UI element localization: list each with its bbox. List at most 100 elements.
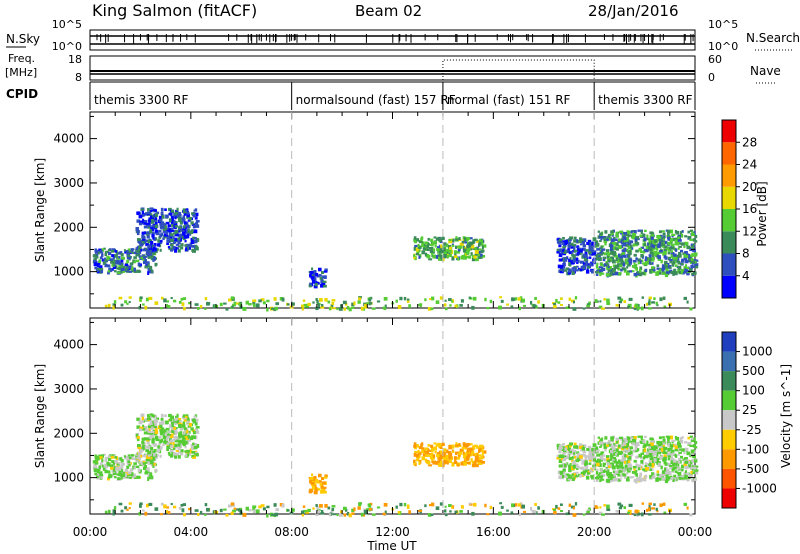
colorbar-tick-label: 8	[742, 247, 750, 261]
power-echo-cell	[575, 253, 580, 257]
velocity-echo-cell	[651, 468, 654, 471]
velocity-echo-cell	[639, 456, 643, 460]
velocity-echo-cell	[559, 447, 563, 450]
power-echo-cell	[556, 248, 560, 253]
velocity-echo-cell	[194, 509, 199, 512]
power-echo-cell	[656, 267, 660, 270]
power-echo-cell	[170, 217, 174, 221]
power-echo-cell	[430, 252, 434, 255]
velocity-echo-cell	[643, 477, 647, 482]
power-echo-cell	[309, 270, 314, 274]
power-echo-cell	[154, 237, 158, 241]
velocity-echo-cell	[651, 438, 655, 442]
velocity-echo-cell	[602, 462, 607, 466]
velocity-echo-cell	[585, 475, 590, 480]
velocity-echo-cell	[141, 446, 145, 451]
velocity-echo-cell	[670, 476, 674, 481]
y-tick-label: 3000	[53, 176, 84, 190]
velocity-echo-cell	[175, 449, 180, 452]
power-echo-cell	[395, 299, 398, 303]
power-echo-cell	[560, 250, 564, 255]
velocity-echo-cell	[562, 471, 566, 475]
colorbar-swatch	[722, 120, 736, 143]
power-echo-cell	[168, 212, 173, 216]
velocity-echo-cell	[582, 450, 587, 454]
power-echo-cell	[101, 248, 105, 252]
velocity-echo-cell	[694, 440, 698, 445]
power-echo-cell	[150, 255, 154, 259]
power-echo-cell	[266, 307, 269, 312]
velocity-echo-cell	[677, 460, 681, 464]
power-echo-cell	[406, 300, 410, 303]
power-echo-cell	[640, 246, 645, 249]
velocity-echo-cell	[99, 462, 103, 466]
power-echo-cell	[364, 303, 368, 308]
colorbar-swatch	[722, 186, 736, 209]
velocity-echo-cell	[632, 465, 637, 469]
velocity-echo-cell	[662, 478, 665, 481]
velocity-echo-cell	[669, 472, 672, 475]
power-echo-cell	[603, 298, 606, 301]
power-echo-cell	[457, 257, 460, 261]
velocity-echo-cell	[432, 454, 436, 458]
velocity-echo-cell	[428, 504, 432, 507]
power-echo-cell	[166, 242, 169, 246]
power-echo-cell	[194, 216, 198, 220]
velocity-echo-cell	[97, 468, 101, 471]
power-echo-cell	[678, 270, 682, 274]
velocity-echo-cell	[562, 458, 566, 462]
velocity-echo-cell	[170, 439, 174, 443]
power-echo-cell	[648, 247, 652, 250]
velocity-echo-cell	[553, 508, 557, 512]
velocity-echo-cell	[147, 414, 150, 418]
velocity-echo-cell	[147, 477, 150, 481]
power-echo-cell	[611, 251, 615, 255]
power-echo-cell	[601, 245, 605, 248]
velocity-echo-cell	[645, 508, 649, 512]
velocity-echo-cell	[687, 441, 692, 445]
power-echo-cell	[667, 242, 671, 246]
velocity-echo-cell	[626, 472, 629, 475]
power-echo-cell	[185, 223, 189, 228]
power-echo-cell	[414, 257, 417, 261]
power-echo-cell	[601, 267, 604, 271]
velocity-echo-cell	[584, 460, 588, 465]
velocity-echo-cell	[347, 511, 350, 516]
power-echo-cell	[644, 268, 648, 272]
velocity-echo-cell	[631, 471, 635, 474]
velocity-echo-cell	[578, 457, 581, 462]
velocity-echo-cell	[684, 470, 688, 474]
power-echo-cell	[581, 240, 586, 245]
power-echo-cell	[661, 267, 666, 271]
velocity-echo-cell	[634, 469, 638, 472]
velocity-echo-cell	[648, 443, 652, 447]
power-echo-cell	[687, 230, 690, 234]
power-echo-cell	[657, 257, 661, 261]
velocity-echo-cell	[170, 444, 174, 449]
velocity-echo-cell	[608, 465, 611, 468]
power-echo-cell	[577, 259, 580, 263]
velocity-echo-cell	[153, 462, 156, 466]
power-echo-cell	[584, 251, 588, 256]
velocity-echo-cell	[669, 464, 673, 467]
power-echo-cell	[588, 245, 593, 249]
power-echo-cell	[691, 260, 696, 264]
velocity-echo-cell	[96, 470, 100, 474]
velocity-echo-cell	[149, 435, 153, 440]
velocity-echo-cell	[199, 510, 203, 515]
power-echo-cell	[633, 230, 637, 234]
power-echo-cell	[474, 253, 478, 256]
velocity-echo-cell	[633, 436, 637, 440]
power-echo-cell	[631, 270, 635, 273]
power-echo-cell	[586, 304, 590, 308]
velocity-echo-cell	[142, 462, 146, 466]
velocity-echo-cell	[663, 456, 667, 461]
power-echo-cell	[687, 257, 691, 262]
x-tick-label: 12:00	[375, 525, 410, 539]
power-echo-cell	[655, 251, 660, 255]
power-echo-cell	[534, 296, 537, 300]
velocity-echo-cell	[242, 512, 247, 517]
power-echo-cell	[137, 248, 141, 252]
power-echo-cell	[368, 302, 373, 305]
velocity-echo-cell	[441, 442, 445, 446]
